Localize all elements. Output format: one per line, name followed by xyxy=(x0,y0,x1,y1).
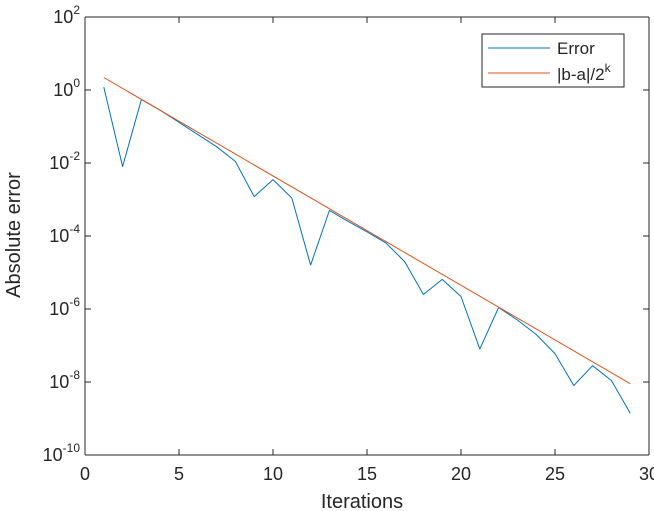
y-tick-label: 102 xyxy=(53,3,80,27)
y-tick-label-exp: -2 xyxy=(69,149,80,163)
y-tick-label-exp: -4 xyxy=(69,222,80,236)
y-tick-label-exp: 2 xyxy=(73,3,80,17)
y-tick-label-base: 10 xyxy=(43,445,63,465)
legend-box xyxy=(481,33,625,88)
y-tick-label: 10-8 xyxy=(49,368,80,392)
legend-label-bound: |b-a|/2k xyxy=(557,61,612,84)
x-tick-label: 30 xyxy=(639,464,654,484)
y-tick-label-base: 10 xyxy=(49,226,69,246)
y-tick-label: 10-4 xyxy=(49,222,80,246)
y-tick-label: 10-10 xyxy=(43,441,81,465)
y-tick-label: 100 xyxy=(53,76,80,100)
x-tick-label: 25 xyxy=(545,464,565,484)
y-tick-label-base: 10 xyxy=(53,7,73,27)
y-tick-label-exp: 0 xyxy=(73,76,80,90)
y-tick-label-base: 10 xyxy=(53,80,73,100)
x-axis-title: Iterations xyxy=(321,491,403,511)
y-tick-label-base: 10 xyxy=(49,299,69,319)
x-tick-label: 0 xyxy=(80,464,90,484)
legend-label-error: Error xyxy=(557,39,595,58)
legend: Error |b-a|/2k xyxy=(481,33,625,88)
series-line-bound xyxy=(103,77,631,385)
x-tick-label: 5 xyxy=(174,464,184,484)
y-tick-label-exp: -10 xyxy=(63,441,81,455)
y-tick-label: 10-6 xyxy=(49,295,80,319)
legend-label-bound-base: |b-a|/2 xyxy=(557,65,605,84)
y-tick-label-base: 10 xyxy=(49,153,69,173)
series-layer xyxy=(103,77,631,414)
x-tick-label: 10 xyxy=(263,464,283,484)
legend-label-bound-sup: k xyxy=(605,61,612,75)
x-tick-label: 20 xyxy=(451,464,471,484)
x-tick-label: 15 xyxy=(357,464,377,484)
series-line-error xyxy=(103,86,631,414)
y-tick-label: 10-2 xyxy=(49,149,80,173)
y-tick-label-exp: -8 xyxy=(69,368,80,382)
y-tick-label-exp: -6 xyxy=(69,295,80,309)
y-tick-label-base: 10 xyxy=(49,372,69,392)
y-axis-title: Absolute error xyxy=(3,172,25,298)
